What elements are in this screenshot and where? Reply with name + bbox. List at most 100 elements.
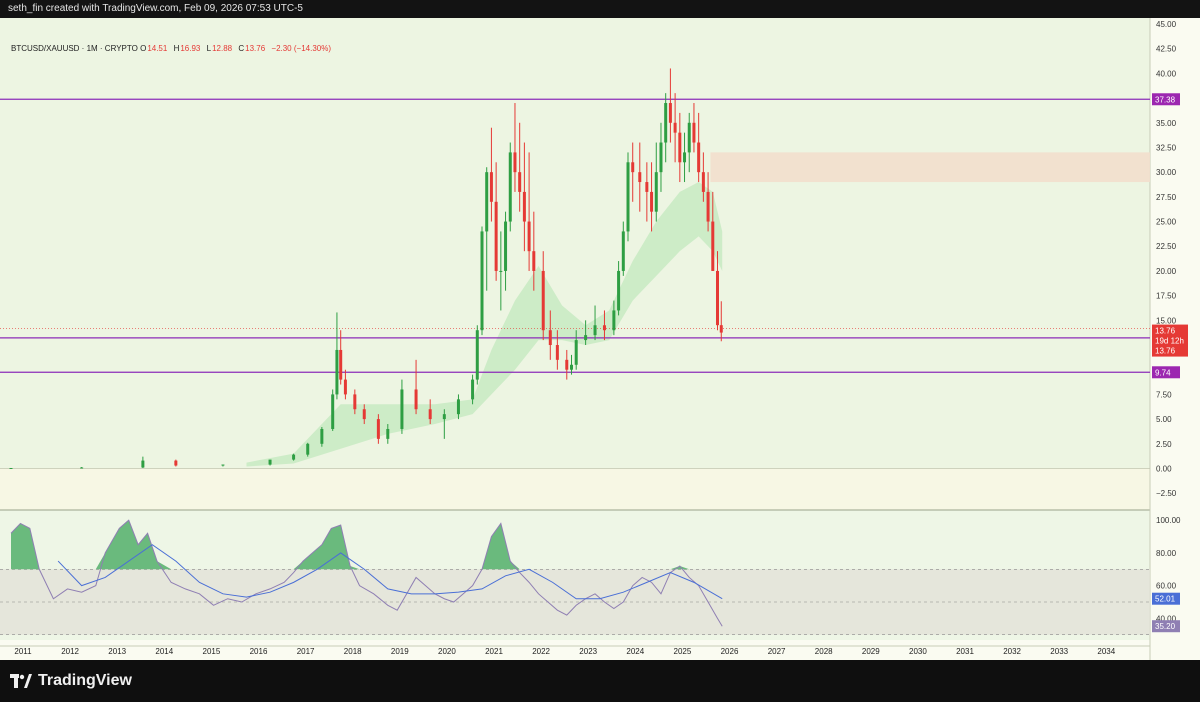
- price-tag: 13.76: [1155, 347, 1176, 356]
- high-label: H: [173, 44, 180, 53]
- tradingview-brand[interactable]: TradingView: [10, 672, 132, 690]
- time-tick: 2023: [579, 647, 597, 656]
- level-tag-bg: [1152, 366, 1180, 379]
- high-value: 16.93: [180, 44, 201, 53]
- candle-body: [353, 394, 357, 410]
- time-tick: 2025: [674, 647, 692, 656]
- candle-body: [668, 103, 672, 123]
- candle-body: [306, 443, 310, 455]
- rsi-tick: 40.00: [1156, 614, 1177, 623]
- candle-body: [518, 172, 522, 192]
- price-tick: 17.50: [1156, 292, 1177, 301]
- candle-body: [141, 460, 145, 468]
- candle-body: [654, 172, 658, 212]
- supply-zone: [710, 152, 1150, 183]
- candle-body: [414, 389, 418, 410]
- price-tick: 35.00: [1156, 119, 1177, 128]
- candle-body: [617, 270, 621, 311]
- candle-body: [645, 182, 649, 192]
- candle-body: [716, 270, 719, 326]
- candle-body: [701, 172, 705, 192]
- time-tick: 2013: [108, 647, 126, 656]
- time-tick: 2021: [485, 647, 503, 656]
- time-tick: 2012: [61, 647, 79, 656]
- candle-body: [650, 191, 654, 212]
- level-tag: 9.74: [1155, 368, 1171, 377]
- candle-body: [692, 122, 696, 143]
- candle-body: [499, 270, 503, 272]
- candle-body: [513, 152, 517, 173]
- symbol-label: BTCUSD/XAUUSD · 1M · CRYPTO: [11, 44, 138, 53]
- time-tick: 2018: [344, 647, 362, 656]
- candle-body: [9, 467, 13, 469]
- rsi-tick: 60.00: [1156, 582, 1177, 591]
- candle-body: [602, 325, 606, 331]
- candle-body: [456, 399, 460, 415]
- level-tag-bg: [1152, 93, 1180, 106]
- price-tick: −2.50: [1156, 489, 1177, 498]
- candle-body: [527, 221, 531, 252]
- time-tick: 2015: [203, 647, 221, 656]
- low-value: 12.88: [212, 44, 233, 53]
- candle-body: [569, 364, 573, 370]
- low-label: L: [206, 44, 212, 53]
- price-tick: 22.50: [1156, 242, 1177, 251]
- price-tick: 7.50: [1156, 390, 1172, 399]
- price-tick: 32.50: [1156, 143, 1177, 152]
- candle-body: [683, 152, 687, 163]
- candle-body: [428, 409, 432, 420]
- price-tick: 45.00: [1156, 20, 1177, 29]
- candle-body: [522, 191, 526, 222]
- rsi-ma-line: [57, 544, 723, 600]
- candle-body: [343, 379, 347, 395]
- price-tick: 0.00: [1156, 464, 1172, 473]
- tradingview-logo-icon: [10, 674, 32, 688]
- candle-body: [221, 464, 225, 466]
- candle-body: [532, 251, 536, 271]
- time-tick: 2032: [1003, 647, 1021, 656]
- price-tick: 20.00: [1156, 267, 1177, 276]
- time-tick: 2019: [391, 647, 409, 656]
- rsi-band-fill: [0, 569, 1150, 635]
- candle-body: [174, 460, 178, 466]
- time-tick: 2014: [155, 647, 173, 656]
- candle-body: [631, 162, 635, 173]
- candle-body: [565, 359, 569, 370]
- price-tick: 30.00: [1156, 168, 1177, 177]
- trend-cloud: [246, 182, 723, 467]
- level-tag: 37.38: [1155, 95, 1176, 104]
- change-value: −2.30 (−14.30%): [271, 44, 331, 53]
- time-tick: 2026: [721, 647, 739, 656]
- candle-body: [612, 310, 616, 331]
- candle-body: [504, 221, 508, 271]
- chart-canvas[interactable]: −2.500.002.505.007.5010.0012.5015.0017.5…: [0, 18, 1200, 660]
- candle-body: [400, 389, 404, 429]
- candle-body: [292, 454, 296, 460]
- time-tick: 2020: [438, 647, 456, 656]
- candle-body: [697, 142, 701, 173]
- rsi-value-tag: 35.20: [1155, 622, 1176, 631]
- chart-frame[interactable]: −2.500.002.505.007.5010.0012.5015.0017.5…: [0, 18, 1200, 660]
- price-tick: 5.00: [1156, 415, 1172, 424]
- candle-body: [339, 349, 343, 380]
- time-tick: 2017: [297, 647, 315, 656]
- candle-body: [659, 142, 663, 173]
- price-tick: 27.50: [1156, 193, 1177, 202]
- candle-body: [80, 467, 84, 469]
- rsi-tick: 100.00: [1156, 516, 1181, 525]
- candle-body: [268, 459, 272, 465]
- close-value: 13.76: [245, 44, 266, 53]
- main-pane-bg: [0, 18, 1150, 510]
- candle-body: [593, 325, 597, 336]
- candle-body: [331, 394, 335, 429]
- price-tag: 13.76: [1155, 327, 1176, 336]
- time-tick: 2031: [956, 647, 974, 656]
- candle-body: [442, 414, 446, 420]
- price-tick: 2.50: [1156, 440, 1172, 449]
- time-tick: 2034: [1097, 647, 1115, 656]
- open-value: 14.51: [147, 44, 168, 53]
- candle-body: [664, 103, 668, 143]
- candle-body: [485, 172, 489, 232]
- candle-body: [376, 419, 380, 439]
- time-tick: 2011: [14, 647, 32, 656]
